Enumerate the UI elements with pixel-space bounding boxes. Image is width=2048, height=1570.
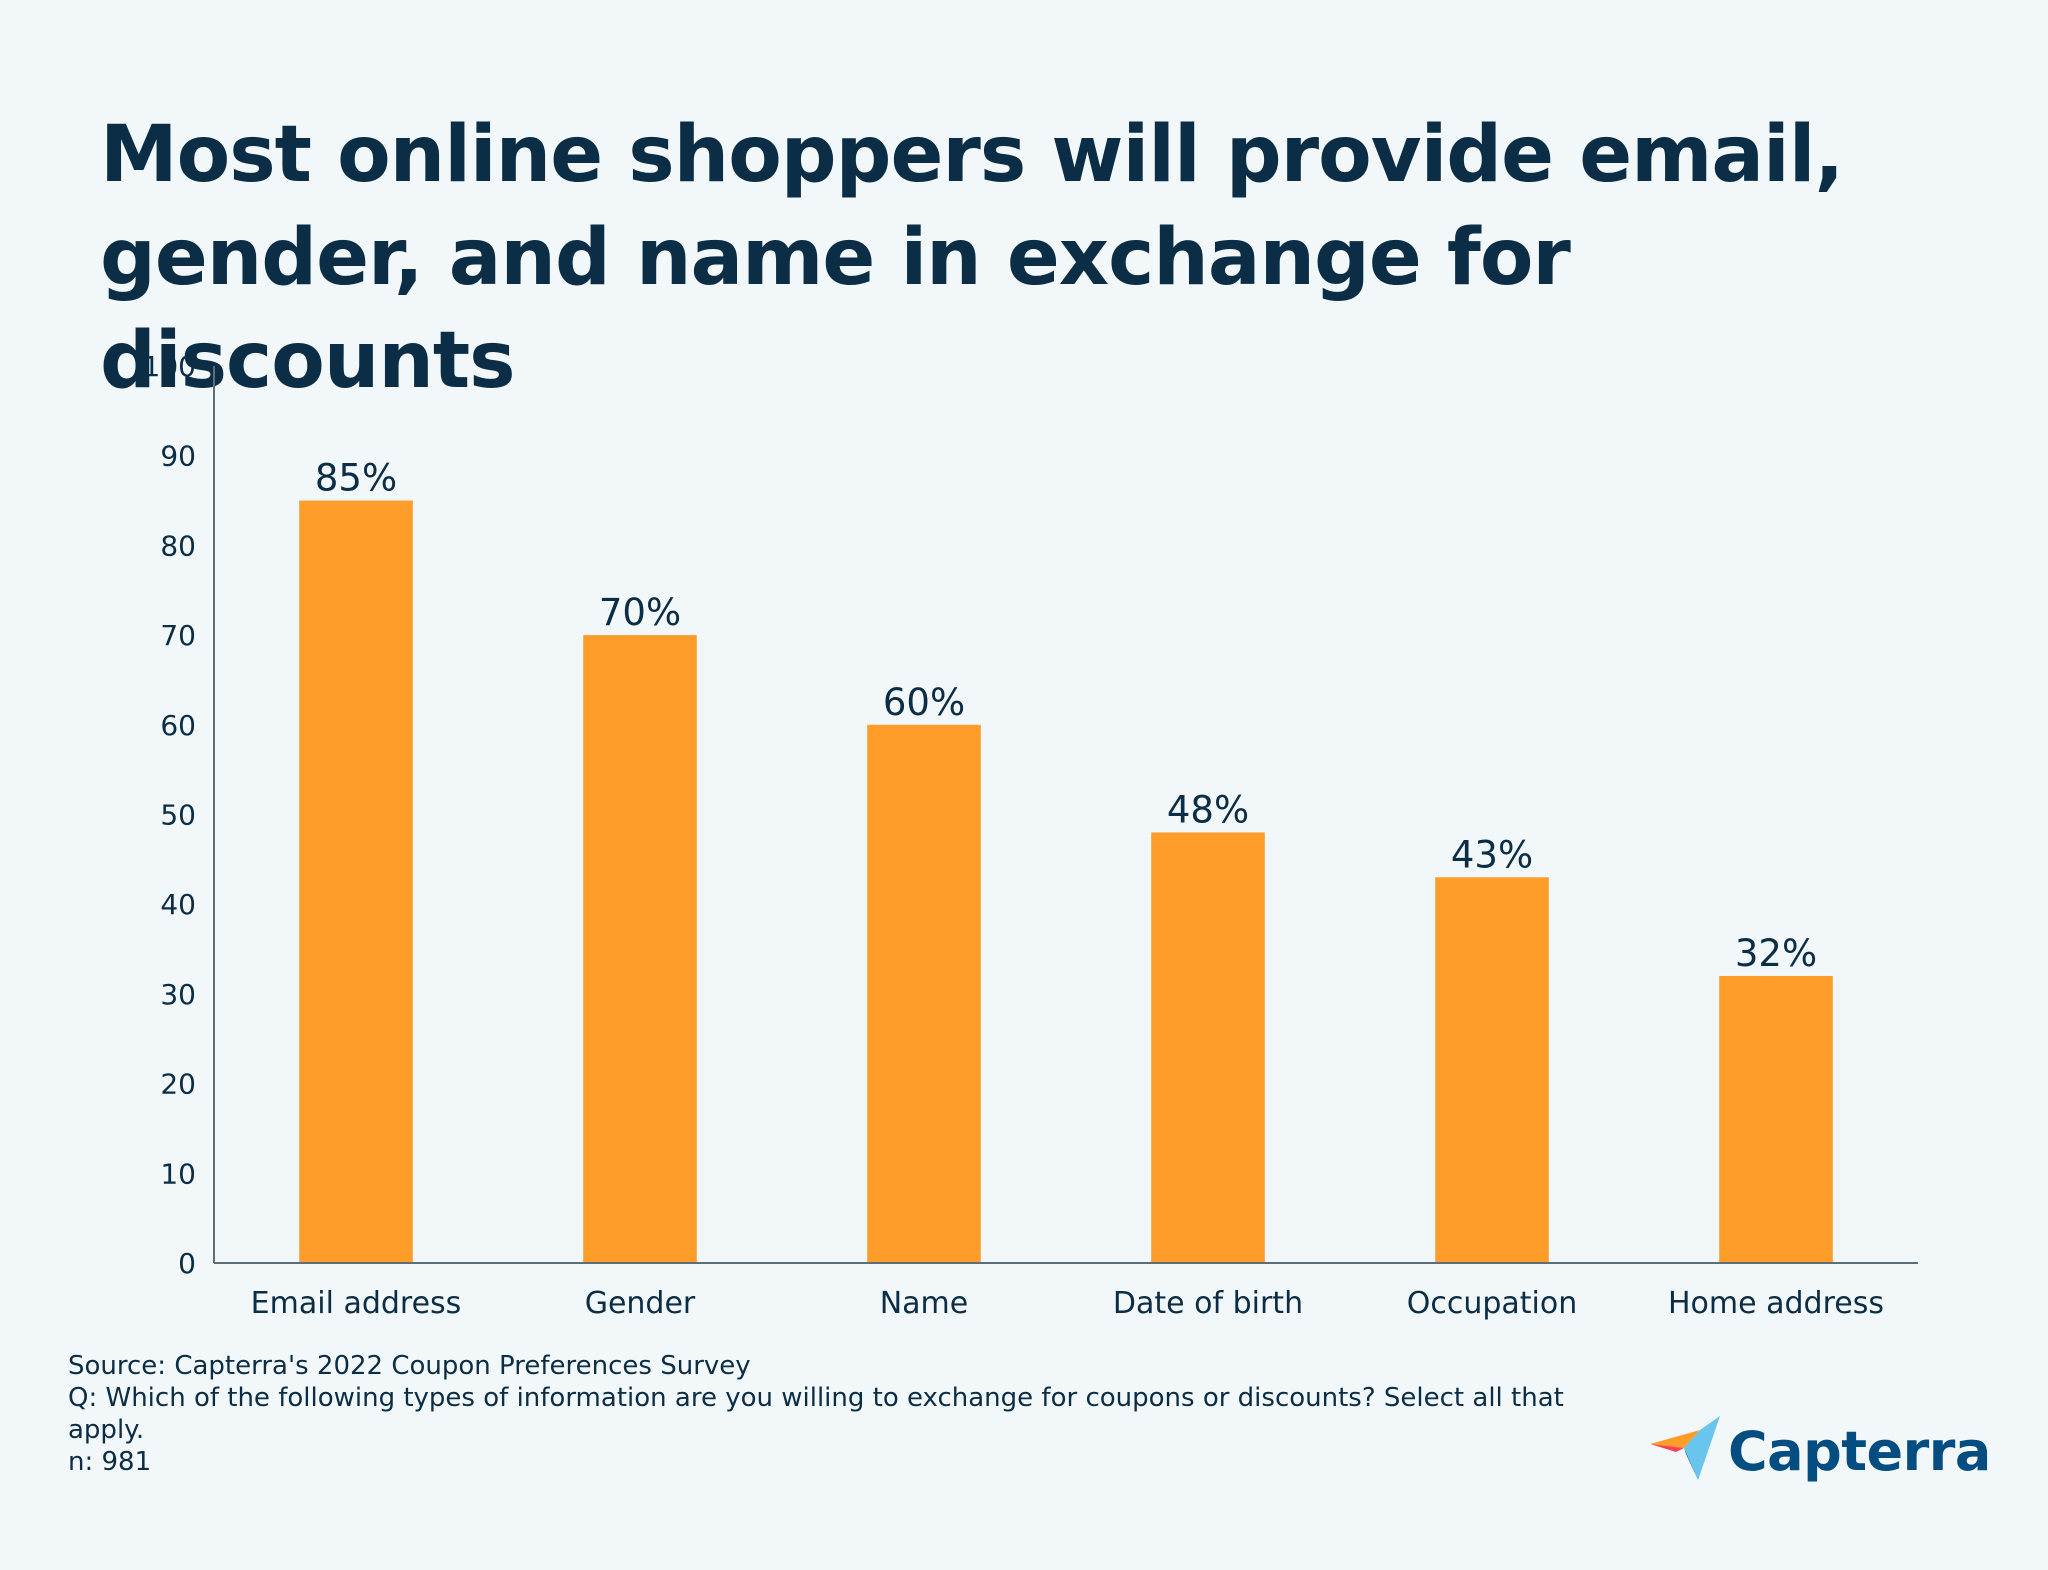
bar [583, 635, 697, 1263]
bar [299, 500, 413, 1263]
capterra-logo: Capterra [1648, 1414, 1991, 1488]
bar-value-label: 85% [315, 457, 397, 500]
category-labels: Email address Gender Name Date of birth Occu… [251, 1286, 1884, 1321]
bar [867, 724, 981, 1263]
y-axis-ticks: 0 10 20 30 40 50 60 70 80 90 100 [143, 350, 196, 1280]
sample-size: n: 981 [68, 1447, 152, 1477]
source-note: Source: Capterra's 2022 Coupon Preferenc… [68, 1351, 751, 1381]
bar [1719, 975, 1833, 1263]
y-tick-label: 40 [160, 888, 196, 921]
bar [1151, 832, 1265, 1263]
survey-question: Q: Which of the following types of infor… [68, 1383, 1564, 1445]
bar-chart: 0 10 20 30 40 50 60 70 80 90 100 85% 70% 60% 48% 43% 32… [143, 350, 1918, 1321]
footnote: Source: Capterra's 2022 Coupon Preferenc… [68, 1350, 1568, 1478]
x-category-label: Home address [1668, 1286, 1884, 1321]
chart-title: Most online shoppers will provide email,… [100, 110, 1844, 406]
x-category-label: Email address [251, 1286, 462, 1321]
x-category-label: Occupation [1407, 1286, 1578, 1321]
bar [1435, 877, 1549, 1263]
y-tick-label: 60 [160, 709, 196, 742]
y-tick-label: 90 [160, 440, 196, 473]
data-labels: 85% 70% 60% 48% 43% 32% [315, 457, 1817, 975]
bar-value-label: 32% [1735, 932, 1817, 975]
bars [299, 500, 1833, 1263]
y-tick-label: 0 [178, 1247, 196, 1280]
bar-value-label: 60% [883, 681, 965, 724]
bar-value-label: 48% [1167, 788, 1249, 831]
y-tick-label: 30 [160, 978, 196, 1011]
y-tick-label: 80 [160, 529, 196, 562]
capterra-arrow-logo-icon [1650, 1416, 1720, 1480]
brand-name: Capterra [1728, 1419, 1991, 1483]
bar-value-label: 70% [599, 591, 681, 634]
x-category-label: Name [880, 1286, 969, 1321]
y-tick-label: 100 [143, 350, 196, 383]
x-category-label: Gender [585, 1286, 696, 1321]
y-tick-label: 70 [160, 619, 196, 652]
y-tick-label: 10 [160, 1157, 196, 1190]
y-tick-label: 50 [160, 799, 196, 832]
bar-value-label: 43% [1451, 833, 1533, 876]
x-category-label: Date of birth [1113, 1286, 1303, 1321]
y-tick-label: 20 [160, 1068, 196, 1101]
